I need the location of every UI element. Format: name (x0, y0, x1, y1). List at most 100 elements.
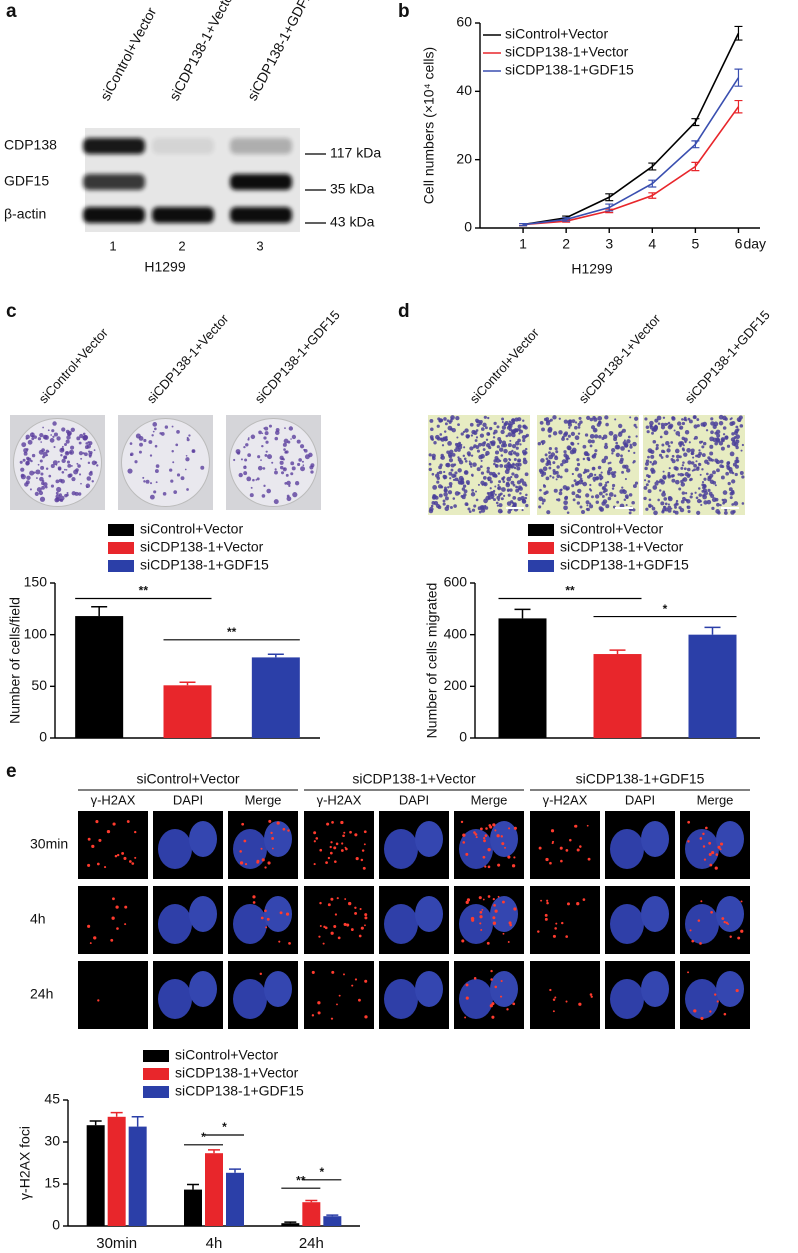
x-tick-label: 6 (735, 236, 743, 252)
x-tick-label: 30min (96, 1235, 137, 1252)
cell (462, 430, 466, 434)
cell (684, 430, 690, 435)
cell (479, 433, 485, 438)
colony (171, 425, 174, 428)
cell (714, 458, 719, 463)
cell (517, 424, 522, 429)
cell (611, 487, 615, 490)
bar (688, 634, 737, 738)
channel-header: Merge (245, 792, 282, 807)
cell (601, 501, 606, 506)
focus (719, 848, 722, 851)
cell (731, 489, 735, 494)
colony (24, 482, 29, 487)
cell (539, 470, 545, 475)
colony (33, 471, 36, 474)
cell (443, 492, 448, 497)
colony (186, 436, 189, 439)
cell (628, 493, 633, 497)
colony (279, 465, 284, 470)
cell (441, 444, 445, 447)
cell (555, 450, 559, 454)
focus (513, 907, 517, 911)
marker-label: 117 kDa (330, 145, 381, 161)
legend-swatch (143, 1050, 169, 1062)
colony (88, 455, 92, 458)
cell (483, 415, 487, 419)
cell (575, 493, 580, 498)
cell (721, 498, 724, 501)
focus (687, 840, 690, 843)
nucleus (264, 971, 292, 1007)
colony (36, 487, 42, 493)
cell (460, 477, 465, 482)
colony (169, 468, 173, 472)
legend-label: siCDP138-1+GDF15 (175, 1083, 304, 1099)
error-bar (284, 1221, 297, 1224)
cell (522, 419, 525, 422)
cell (675, 499, 679, 503)
cell (621, 486, 624, 489)
cell (715, 509, 720, 514)
cell (726, 444, 731, 448)
cell (629, 416, 632, 419)
focus (552, 934, 556, 938)
focus (465, 900, 469, 904)
nucleus (716, 971, 744, 1007)
cell (645, 425, 650, 430)
error-bar (89, 1120, 102, 1126)
cell (473, 430, 478, 435)
cell (692, 456, 695, 459)
focus (259, 972, 263, 976)
focus (565, 849, 569, 852)
cell (558, 417, 561, 420)
cell (446, 504, 450, 508)
cell (539, 488, 542, 492)
lane-number: 3 (256, 238, 263, 253)
focus (460, 820, 464, 824)
colony (265, 450, 268, 453)
cell (608, 430, 614, 436)
sample-label: siCDP138-1+Vector (166, 0, 238, 103)
colony (172, 461, 175, 464)
colony (252, 478, 255, 482)
cell (516, 486, 519, 489)
cell (493, 473, 498, 478)
cell (709, 451, 714, 456)
focus (112, 897, 115, 901)
cell (588, 472, 594, 478)
focus (364, 916, 368, 920)
cell (690, 492, 694, 495)
focus (497, 863, 501, 867)
cell (544, 453, 548, 457)
cell (463, 446, 466, 449)
focus (552, 1010, 555, 1013)
colony (19, 460, 23, 464)
colony (61, 427, 66, 432)
colony (29, 470, 35, 476)
cell (476, 420, 479, 424)
cell (586, 415, 591, 420)
cell (735, 456, 739, 460)
cell (724, 508, 728, 512)
cell (739, 424, 744, 428)
bar (593, 654, 642, 738)
focus (687, 820, 691, 824)
focus (481, 908, 484, 911)
colony (40, 465, 45, 470)
error-bar (648, 192, 657, 199)
cell (667, 496, 673, 502)
cell (647, 476, 650, 479)
cell (650, 454, 655, 459)
cell (454, 471, 458, 475)
colony (50, 463, 55, 469)
colony (129, 442, 133, 445)
focus (343, 973, 345, 976)
colony (286, 480, 291, 486)
sample-label: siControl+Vector (36, 325, 112, 407)
focus (507, 855, 511, 859)
cell (545, 457, 549, 461)
cell (676, 421, 682, 426)
focus (700, 1016, 704, 1021)
focus (330, 841, 333, 844)
